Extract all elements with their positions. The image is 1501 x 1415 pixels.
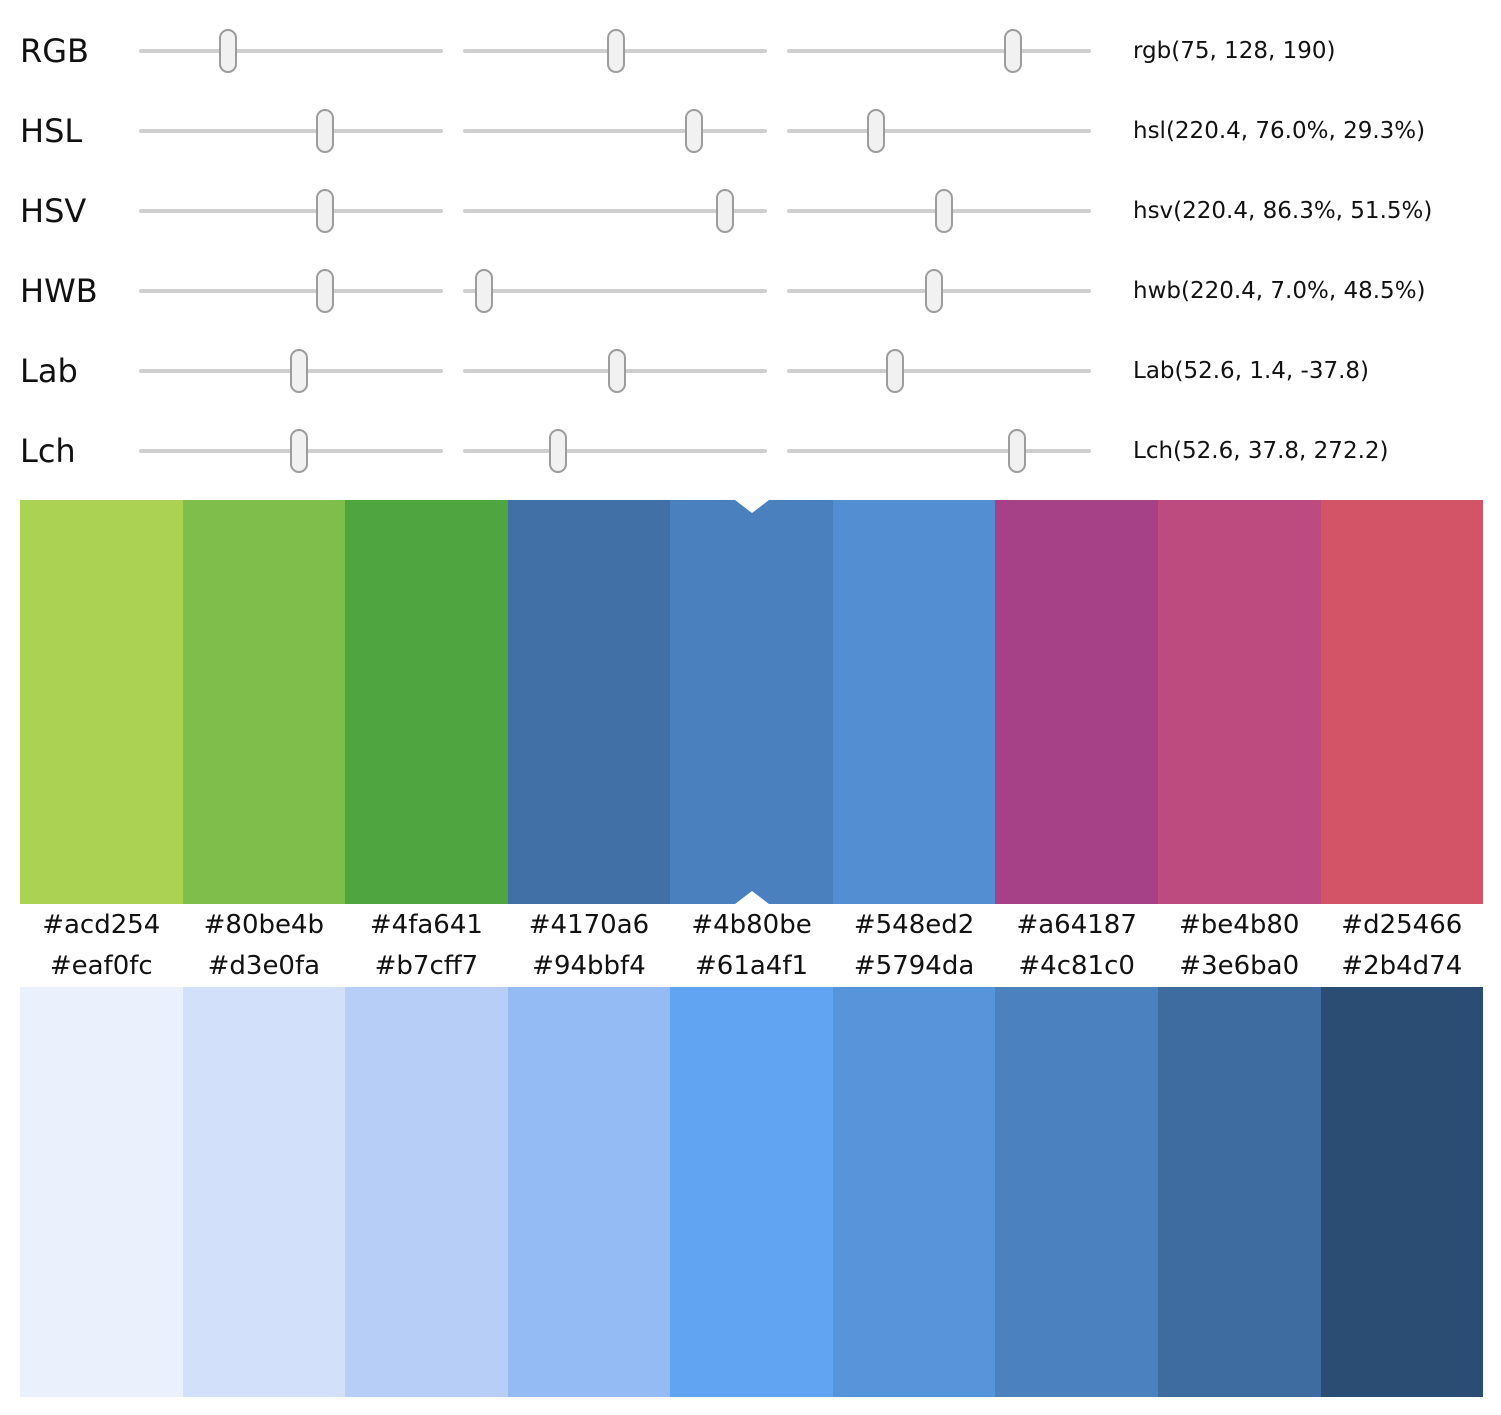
slider-row: Lch Lch(52.6, 37.8, 272.2) — [0, 411, 1501, 491]
colorspace-label: HWB — [20, 272, 98, 310]
hex-value-label: #3e6ba0 — [1179, 951, 1300, 981]
color-swatch[interactable] — [1320, 500, 1484, 904]
hex-value-label: #d25466 — [1341, 909, 1463, 940]
hex-value-label: #be4b80 — [1179, 909, 1300, 940]
color-swatch[interactable] — [507, 500, 671, 904]
slider-thumb[interactable] — [219, 29, 238, 73]
slider-thumb[interactable] — [606, 29, 625, 73]
hex-value-label: #5794da — [853, 951, 975, 981]
color-value-text: rgb(75, 128, 190) — [1133, 38, 1336, 64]
color-swatch[interactable] — [1157, 987, 1321, 1397]
hex-value-label: #b7cff7 — [374, 951, 479, 981]
selection-notch-bottom-icon — [734, 891, 769, 904]
color-value-text: hsl(220.4, 76.0%, 29.3%) — [1133, 118, 1426, 144]
slider-row: Lab Lab(52.6, 1.4, -37.8) — [0, 331, 1501, 411]
slider-thumb[interactable] — [316, 189, 335, 233]
color-swatch[interactable] — [507, 987, 671, 1397]
slider-track-2[interactable] — [463, 349, 767, 393]
slider-track-2[interactable] — [463, 269, 767, 313]
hex-labels-top: #acd254 #80be4b #4fa641 #4170a6 #4b80be #548e… — [20, 904, 1483, 945]
slider-thumb[interactable] — [867, 109, 886, 153]
hex-labels-bottom: #eaf0fc #d3e0fa #b7cff7 #94bbf4 #61a4f1 #5794… — [20, 945, 1483, 987]
slider-track-2[interactable] — [463, 189, 767, 233]
hex-value-label: #2b4d74 — [1341, 951, 1463, 981]
slider-row: HSL hsl(220.4, 76.0%, 29.3%) — [0, 91, 1501, 171]
slider-row: HSV hsv(220.4, 86.3%, 51.5%) — [0, 171, 1501, 251]
color-swatch[interactable] — [995, 500, 1158, 904]
slider-thumb[interactable] — [289, 429, 308, 473]
color-swatch[interactable] — [345, 987, 508, 1397]
slider-track-2[interactable] — [463, 429, 767, 473]
color-swatch[interactable] — [345, 500, 508, 904]
slider-rows: RGB rgb(75, 128, 190) HSL hsl(220.4, 76.… — [0, 0, 1501, 491]
hex-value-label: #d3e0fa — [207, 951, 321, 981]
slider-thumb[interactable] — [685, 109, 704, 153]
color-swatch[interactable] — [20, 500, 183, 904]
color-value-text: Lch(52.6, 37.8, 272.2) — [1133, 438, 1389, 464]
slider-row: HWB hwb(220.4, 7.0%, 48.5%) — [0, 251, 1501, 331]
slider-track-2[interactable] — [463, 29, 767, 73]
slider-track-1[interactable] — [139, 349, 443, 393]
color-value-text: Lab(52.6, 1.4, -37.8) — [1133, 358, 1369, 384]
slider-track-3[interactable] — [787, 29, 1091, 73]
shades-palette-bottom — [20, 987, 1484, 1397]
color-value-text: hsv(220.4, 86.3%, 51.5%) — [1133, 198, 1433, 224]
slider-track-2[interactable] — [463, 109, 767, 153]
colorspace-label: HSL — [20, 112, 83, 150]
hex-value-label: #94bbf4 — [532, 951, 646, 981]
slider-thumb[interactable] — [608, 349, 627, 393]
hex-value-label: #acd254 — [42, 909, 161, 940]
colorspace-label: Lab — [20, 352, 78, 390]
color-swatch[interactable] — [182, 500, 346, 904]
slider-thumb[interactable] — [316, 109, 335, 153]
selection-notch-top-icon — [734, 500, 769, 513]
color-swatch[interactable] — [832, 987, 996, 1397]
colorspace-label: RGB — [20, 32, 89, 70]
color-swatch[interactable] — [995, 987, 1158, 1397]
slider-track-3[interactable] — [787, 269, 1091, 313]
slider-track-1[interactable] — [139, 109, 443, 153]
slider-track-1[interactable] — [139, 269, 443, 313]
gradient-palette-top — [20, 500, 1484, 904]
hex-value-label: #61a4f1 — [695, 951, 809, 981]
slider-track-1[interactable] — [139, 189, 443, 233]
slider-track-1[interactable] — [139, 429, 443, 473]
slider-row: RGB rgb(75, 128, 190) — [0, 11, 1501, 91]
hex-value-label: #4fa641 — [369, 909, 483, 940]
colorspace-label: HSV — [20, 192, 87, 230]
slider-thumb[interactable] — [316, 269, 335, 313]
color-value-text: hwb(220.4, 7.0%, 48.5%) — [1133, 278, 1426, 304]
color-swatch[interactable] — [182, 987, 346, 1397]
color-swatch[interactable] — [670, 500, 833, 904]
color-swatch[interactable] — [20, 987, 183, 1397]
slider-thumb[interactable] — [289, 349, 308, 393]
slider-thumb[interactable] — [1007, 429, 1026, 473]
hex-value-label: #eaf0fc — [49, 951, 153, 981]
slider-thumb[interactable] — [1004, 29, 1023, 73]
color-swatch[interactable] — [832, 500, 996, 904]
slider-track-1[interactable] — [139, 29, 443, 73]
hex-value-label: #4b80be — [691, 909, 812, 940]
slider-thumb[interactable] — [925, 269, 944, 313]
color-swatch[interactable] — [670, 987, 833, 1397]
hex-value-label: #548ed2 — [853, 909, 975, 940]
hex-value-label: #4170a6 — [528, 909, 650, 940]
hex-value-label: #a64187 — [1016, 909, 1137, 940]
slider-track-3[interactable] — [787, 109, 1091, 153]
color-swatch[interactable] — [1320, 987, 1484, 1397]
slider-thumb[interactable] — [934, 189, 953, 233]
slider-track-3[interactable] — [787, 189, 1091, 233]
colorspace-label: Lch — [20, 432, 76, 470]
slider-thumb[interactable] — [885, 349, 904, 393]
slider-track-3[interactable] — [787, 429, 1091, 473]
color-swatch[interactable] — [1157, 500, 1321, 904]
slider-thumb[interactable] — [475, 269, 494, 313]
hex-value-label: #4c81c0 — [1018, 951, 1135, 981]
slider-thumb[interactable] — [549, 429, 568, 473]
slider-thumb[interactable] — [716, 189, 735, 233]
hex-value-label: #80be4b — [203, 909, 325, 940]
slider-track-3[interactable] — [787, 349, 1091, 393]
